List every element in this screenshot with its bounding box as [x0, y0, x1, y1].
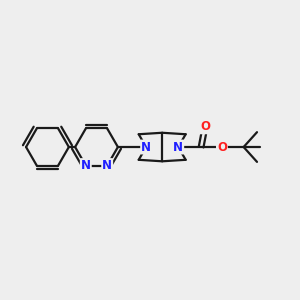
Text: N: N: [102, 159, 112, 172]
Text: O: O: [217, 140, 227, 154]
Text: N: N: [141, 140, 151, 154]
Text: N: N: [81, 159, 91, 172]
Text: O: O: [200, 120, 210, 133]
Text: N: N: [173, 140, 183, 154]
